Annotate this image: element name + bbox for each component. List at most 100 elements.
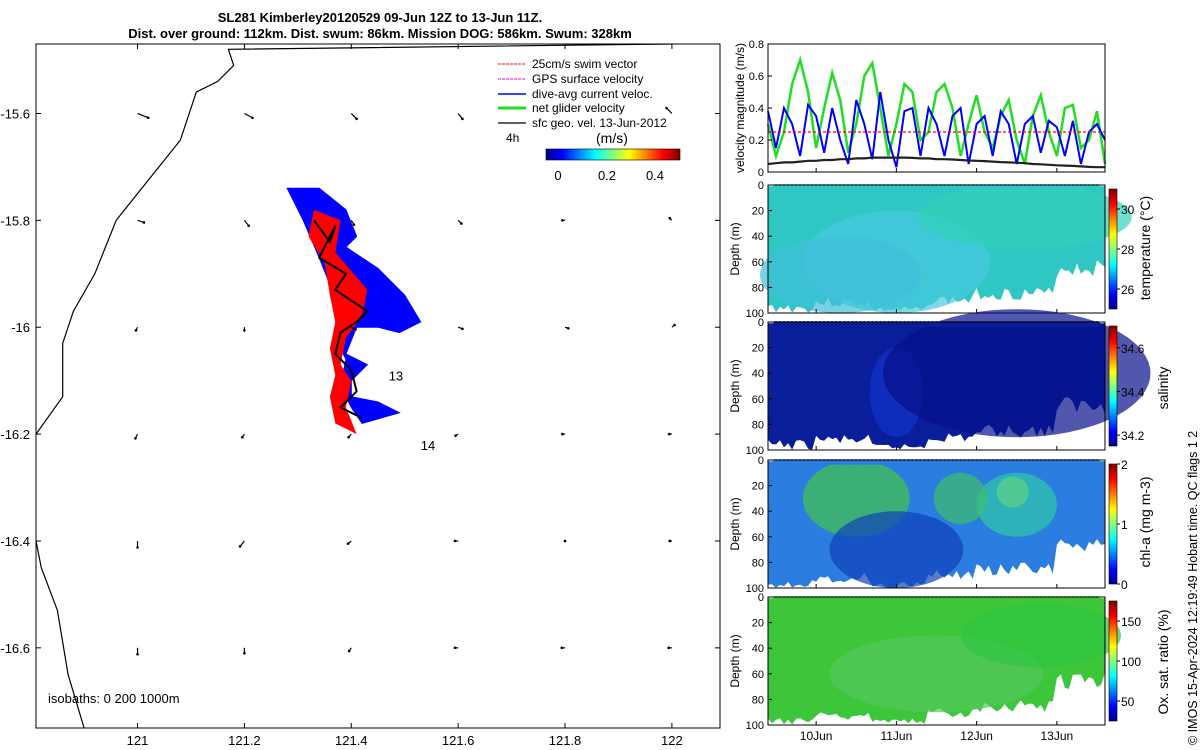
y-tick-label: 80: [752, 282, 764, 294]
vector-head: [243, 651, 246, 655]
y-tick-label: 20: [752, 343, 764, 355]
vector-head: [142, 221, 146, 224]
velocity-series-line: [767, 91, 1106, 168]
vector-head: [136, 652, 139, 656]
x-tick-label: 121.4: [335, 733, 368, 748]
y-tick-label: 60: [752, 257, 764, 269]
vector-head: [560, 646, 564, 650]
section-anomaly: [917, 185, 1132, 249]
y-tick-label: 60: [752, 532, 764, 544]
vector-head: [460, 222, 463, 225]
y-tick-label: 20: [752, 206, 764, 218]
colorbar-tick-label: 34.6: [1121, 342, 1145, 356]
vector-head: [665, 106, 668, 110]
day-label: 14: [421, 438, 435, 453]
y-tick-label: 100: [746, 583, 764, 595]
x-tick-label: 121: [127, 733, 149, 748]
vector-head: [667, 432, 671, 436]
vector-head: [238, 545, 242, 548]
section-colorbar: [1108, 600, 1118, 722]
colorbar-tick-label: 34.2: [1121, 429, 1145, 443]
colorbar-tick-label: 34.4: [1121, 385, 1145, 399]
temperature-panel: 0 20 40 60 80 100 Depth (m) 26 28 30: [728, 180, 1135, 320]
colorbar-tick-label: 1: [1121, 518, 1128, 532]
vector-head: [251, 116, 254, 120]
section-anomaly: [960, 603, 1122, 668]
vector-head: [347, 649, 351, 653]
section-frame: [767, 459, 1106, 589]
colorbar-tick-label: 150: [1121, 615, 1141, 629]
y-tick-label: 80: [752, 557, 764, 569]
section-ylabel: Depth (m): [728, 497, 742, 550]
vector-head: [667, 646, 670, 650]
legend-label: dive-avg current veloc.: [532, 87, 653, 101]
y-tick-label: -15.6: [0, 106, 30, 121]
chl-a-panel: 0 20 40 60 80 100 Depth (m) 0 1 2: [728, 455, 1128, 595]
salinity-panel: 0 20 40 60 80 100 Depth (m) 34.2 34.4 34.6: [728, 309, 1151, 457]
y-tick-label: 0.2: [749, 135, 764, 147]
colorbar-tick-label: 26: [1121, 283, 1135, 297]
colorbar-tick: 0.4: [646, 168, 664, 183]
velocity-panel: 0 0.2 0.4 0.6 0.8 velocity magnitude (m/s): [733, 39, 1107, 179]
swim-vector-area: [308, 209, 368, 435]
colorbar-tick: 0: [554, 168, 561, 183]
date-label: 11Jun: [880, 729, 912, 743]
vector-head: [668, 539, 672, 543]
y-tick-label: 100: [746, 445, 764, 457]
vector-head: [461, 117, 464, 121]
vector-head: [347, 436, 350, 439]
velocity-colorbar: [545, 148, 681, 161]
y-tick-label: -15.8: [0, 213, 30, 228]
isobath-label: isobaths: 0 200 1000m: [48, 691, 180, 706]
date-label: 12Jun: [960, 729, 993, 743]
y-tick-label: 40: [752, 368, 764, 380]
y-tick-label: -16.6: [0, 641, 30, 656]
velocity-ylabel: velocity magnitude (m/s): [733, 43, 747, 173]
vector-head: [346, 542, 350, 545]
coastline: [36, 44, 672, 728]
y-tick-label: 0: [758, 592, 764, 604]
legend-item-swim-vector: 25cm/s swim vector: [498, 57, 637, 71]
chla-cblabel: chl-a (mg m-3): [1137, 476, 1153, 567]
section-ylabel: Depth (m): [728, 222, 742, 275]
section-frame: [767, 596, 1106, 726]
vector-head: [454, 434, 457, 437]
y-tick-label: 20: [752, 481, 764, 493]
y-tick-label: 80: [752, 419, 764, 431]
colorbar-tick-label: 50: [1121, 695, 1135, 709]
section-anomaly: [759, 236, 921, 313]
y-tick-label: 60: [752, 394, 764, 406]
x-tick-label: 121.6: [442, 733, 475, 748]
title-line-1: SL281 Kimberley20120529 09-Jun 12Z to 13…: [217, 10, 543, 25]
y-tick-label: -16.4: [0, 534, 30, 549]
y-tick-label: -16.2: [0, 427, 30, 442]
date-label: 10Jun: [800, 729, 833, 743]
vector-head: [355, 117, 358, 121]
y-tick-label: 0: [758, 455, 764, 467]
glider-track: [313, 219, 369, 419]
section-colorbar: [1108, 463, 1118, 585]
y-tick-label: 0.6: [749, 71, 764, 83]
y-tick-label: 40: [752, 231, 764, 243]
oxygen-panel: 0 20 40 60 80 100 Depth (m) 50 100 150: [728, 592, 1141, 732]
temperature-cblabel: temperature (°C): [1137, 196, 1153, 300]
legend-item-sfc-geo: sfc geo. vel. 13-Jun-2012: [498, 116, 667, 130]
x-tick-label: 121.2: [228, 733, 261, 748]
y-tick-label: 0: [758, 317, 764, 329]
y-tick-label: 40: [752, 643, 764, 655]
section-anomaly: [829, 511, 964, 588]
vector-head: [354, 328, 357, 331]
x-tick-label: 121.8: [549, 733, 582, 748]
map-panel: 13 14 121 121.2 121.4 121.6 121.8 122 -15.6 -15.…: [0, 43, 721, 748]
vector-head: [673, 323, 676, 327]
section-colorbar: [1108, 325, 1118, 447]
colorbar-tick-label: 28: [1121, 243, 1135, 257]
vector-head: [566, 326, 570, 330]
vector-head: [240, 436, 244, 439]
vector-head: [146, 116, 150, 120]
y-tick-label: 80: [752, 694, 764, 706]
velocity-series-line: [767, 156, 1105, 169]
y-tick-label: 40: [752, 506, 764, 518]
section-colorbar: [1108, 188, 1118, 310]
